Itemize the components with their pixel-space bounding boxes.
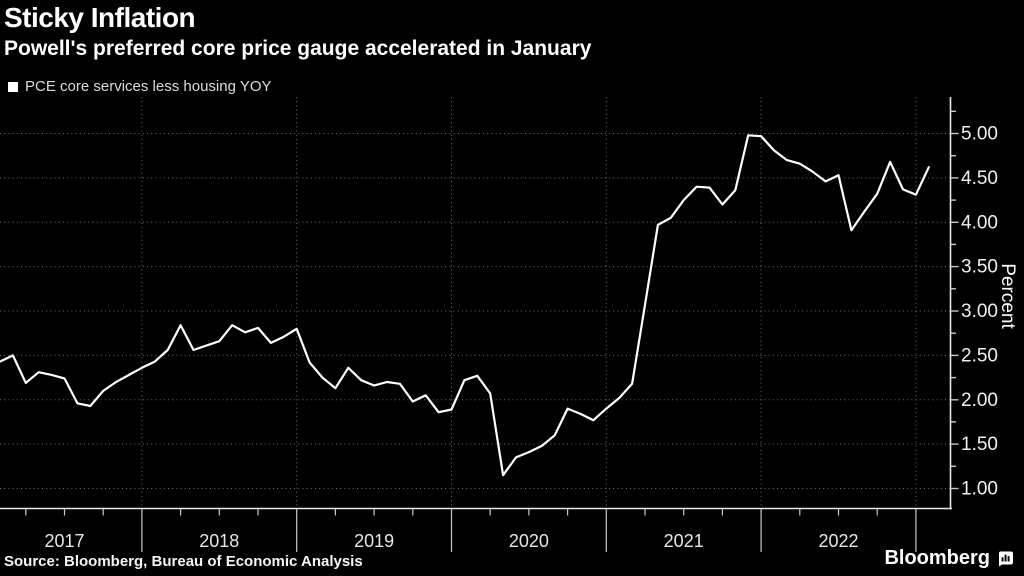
page-title: Sticky Inflation — [4, 2, 196, 33]
h-gridlines — [0, 133, 950, 489]
pce-core-services-line — [0, 134, 930, 477]
v-gridlines — [141, 97, 917, 509]
y-tick-label: 4.50 — [961, 168, 998, 189]
y-axis-title: Percent — [997, 263, 1018, 329]
y-axis-ticks-labels: 1.00 1.50 2.00 2.50 3.00 3.50 4.00 4.50 5.00 — [950, 110, 998, 500]
y-tick-label: 4.00 — [961, 212, 998, 233]
y-tick-label: 5.00 — [961, 124, 998, 145]
year-label: 2019 — [354, 531, 394, 551]
bloomberg-logo: Bloomberg — [884, 547, 1014, 570]
legend-label: PCE core services less housing YOY — [25, 78, 272, 95]
x-axis-year-labels: 2017 2018 2019 2020 2021 2022 — [44, 531, 858, 551]
source-attribution: Source: Bloomberg, Bureau of Economic An… — [4, 553, 363, 570]
y-tick-label: 2.50 — [961, 345, 998, 366]
bloomberg-terminal-icon — [998, 551, 1013, 567]
chart-subtitle: Powell's preferred core price gauge acce… — [4, 37, 592, 60]
year-label: 2020 — [509, 531, 549, 551]
year-label: 2018 — [199, 531, 239, 551]
axes — [0, 97, 952, 510]
y-tick-label: 3.00 — [961, 301, 998, 322]
year-label: 2021 — [664, 531, 704, 551]
year-label: 2017 — [44, 531, 84, 551]
y-tick-label: 1.50 — [961, 434, 998, 455]
y-tick-label: 1.00 — [961, 479, 998, 500]
y-tick-label: 3.50 — [961, 257, 998, 278]
legend: PCE core services less housing YOY — [8, 78, 272, 95]
year-label: 2022 — [818, 531, 858, 551]
bloomberg-wordmark: Bloomberg — [884, 547, 990, 569]
y-tick-label: 2.00 — [961, 390, 998, 411]
legend-swatch-icon — [8, 81, 18, 92]
x-axis-ticks — [25, 508, 917, 552]
